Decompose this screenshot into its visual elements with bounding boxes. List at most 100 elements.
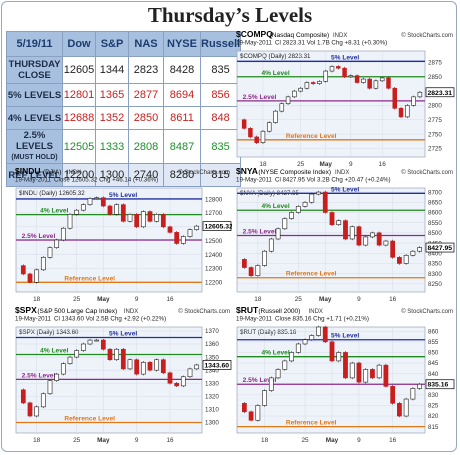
candle-body (67, 214, 73, 229)
level-label-twofive: 2.5% Level (22, 233, 56, 240)
row-label-text: THURSDAY CLOSE (8, 59, 61, 81)
candle-body (386, 77, 391, 89)
candle-body (323, 70, 328, 82)
candle-body (167, 372, 173, 384)
candle-body (60, 227, 66, 241)
level-label-five: 5% Level (331, 54, 359, 61)
candle-body (47, 247, 53, 258)
chart-legend: $INDU (Daily) 12605.32 (19, 190, 85, 197)
level-label-five: 5% Level (109, 330, 137, 337)
candle-body (262, 390, 267, 406)
chart-symbol: $COMPQ (236, 29, 273, 39)
level-value-cell: 1344 (95, 56, 129, 84)
candle-body (180, 376, 186, 387)
candle-body (342, 67, 347, 78)
candle-body (317, 81, 322, 84)
level-label-ref: Reference Level (286, 133, 337, 140)
x-tick-label: 25 (301, 437, 309, 444)
y-tick-label: 855 (428, 339, 439, 346)
candle-body (80, 343, 86, 351)
candle-body (167, 226, 173, 233)
candle-body (34, 406, 40, 417)
candle-body (343, 352, 348, 379)
y-tick-label: 1300 (205, 420, 219, 427)
chart-source: © StockCharts.com (178, 308, 230, 315)
candle-body (354, 75, 360, 83)
levels-row: 4% LEVELS 12688 1352 2850 8611 848 (6, 106, 242, 130)
levels-row: 2.5% LEVELS (MUST HOLD) 12505 1333 2808 8487 8… (6, 129, 242, 164)
candle-body (20, 265, 26, 275)
candle-body (309, 193, 315, 203)
candle-body (275, 228, 281, 240)
candle-body (127, 214, 133, 222)
candle-body (187, 368, 193, 378)
candle-body (107, 348, 113, 361)
candle-body (27, 273, 33, 283)
y-tick-label: 1310 (205, 407, 219, 414)
candle-body (273, 110, 278, 123)
candle-body (194, 364, 200, 370)
candle-body (405, 105, 410, 118)
chart-symbol: $RUT (236, 305, 259, 315)
chart-legend: $COMPQ (Daily) 2823.31 (240, 53, 311, 60)
candle-body (397, 257, 402, 264)
candle-body (194, 225, 200, 230)
chart-exchange: INDX (67, 170, 81, 176)
level-label-twofive: 2.5% Level (243, 94, 277, 101)
y-tick-label: 1330 (205, 380, 219, 387)
candle-body (417, 247, 423, 252)
candle-body (410, 250, 416, 256)
candle-body (100, 339, 106, 350)
candle-body (40, 393, 46, 408)
chart-name: (Russell 2000) (258, 308, 300, 315)
y-tick-label: 2750 (428, 131, 442, 138)
x-tick-label: 16 (389, 296, 397, 303)
candle-body (120, 204, 126, 222)
row-label: 4% LEVELS (6, 106, 63, 130)
chart-panel-rut: $RUT (Russell 2000) INDX © StockCharts.com 1… (235, 305, 455, 445)
spx-chart: $SPX (S&P 500 Large Cap Index) INDX © Stock… (15, 305, 232, 444)
candle-body (87, 339, 93, 345)
chart-legend: $RUT (Daily) 835.16 (240, 329, 297, 336)
level-value-cell: 12688 (62, 106, 96, 130)
candle-body (417, 91, 423, 98)
x-tick-label: 16 (389, 437, 397, 444)
candle-body (367, 78, 372, 89)
last-value-text: 2823.31 (428, 90, 453, 97)
chart-source: © StockCharts.com (401, 308, 453, 315)
candle-body (266, 122, 272, 132)
candle-body (363, 369, 369, 383)
level-value-cell: 12605 (62, 56, 96, 84)
candle-body (282, 218, 288, 230)
indu-chart: $INDU (DJIA) INDX © StockCharts.com 19-May-2… (15, 166, 232, 303)
compq-chart: $COMPQ(Nasdaq Composite) INDX © StockChart… (236, 29, 455, 168)
last-value-badge (425, 87, 455, 98)
candle-body (74, 350, 80, 358)
candle-body (140, 362, 146, 375)
candle-body (160, 359, 166, 374)
y-tick-label: 820 (428, 413, 439, 420)
x-tick-label: 16 (166, 437, 174, 444)
level-value-cell: 2740 (128, 163, 164, 187)
level-label-ref: Reference Level (64, 275, 115, 282)
candle-body (329, 66, 335, 72)
level-value-cell: 8487 (163, 129, 201, 164)
candle-body (390, 240, 396, 258)
y-tick-label: 2850 (428, 74, 442, 81)
candle-body (60, 363, 66, 375)
chart-ohlc: Close 835.16 Chg +1.71 (+0.21%) (275, 316, 369, 323)
y-tick-label: 2800 (428, 103, 442, 110)
y-tick-label: 1340 (205, 367, 219, 374)
x-tick-label: May (326, 437, 339, 444)
x-tick-label: May (320, 161, 333, 168)
candle-body (20, 389, 26, 404)
level-label-four: 4% Level (261, 350, 289, 357)
x-tick-label: 16 (379, 161, 387, 168)
candle-body (87, 198, 93, 205)
candle-body (254, 136, 259, 143)
level-label-twofive: 2.5% Level (243, 229, 277, 236)
row-sublabel: (MUST HOLD) (11, 154, 58, 161)
chart-symbol: $NYA (236, 166, 258, 176)
candle-body (398, 107, 404, 118)
candle-body (262, 250, 267, 266)
